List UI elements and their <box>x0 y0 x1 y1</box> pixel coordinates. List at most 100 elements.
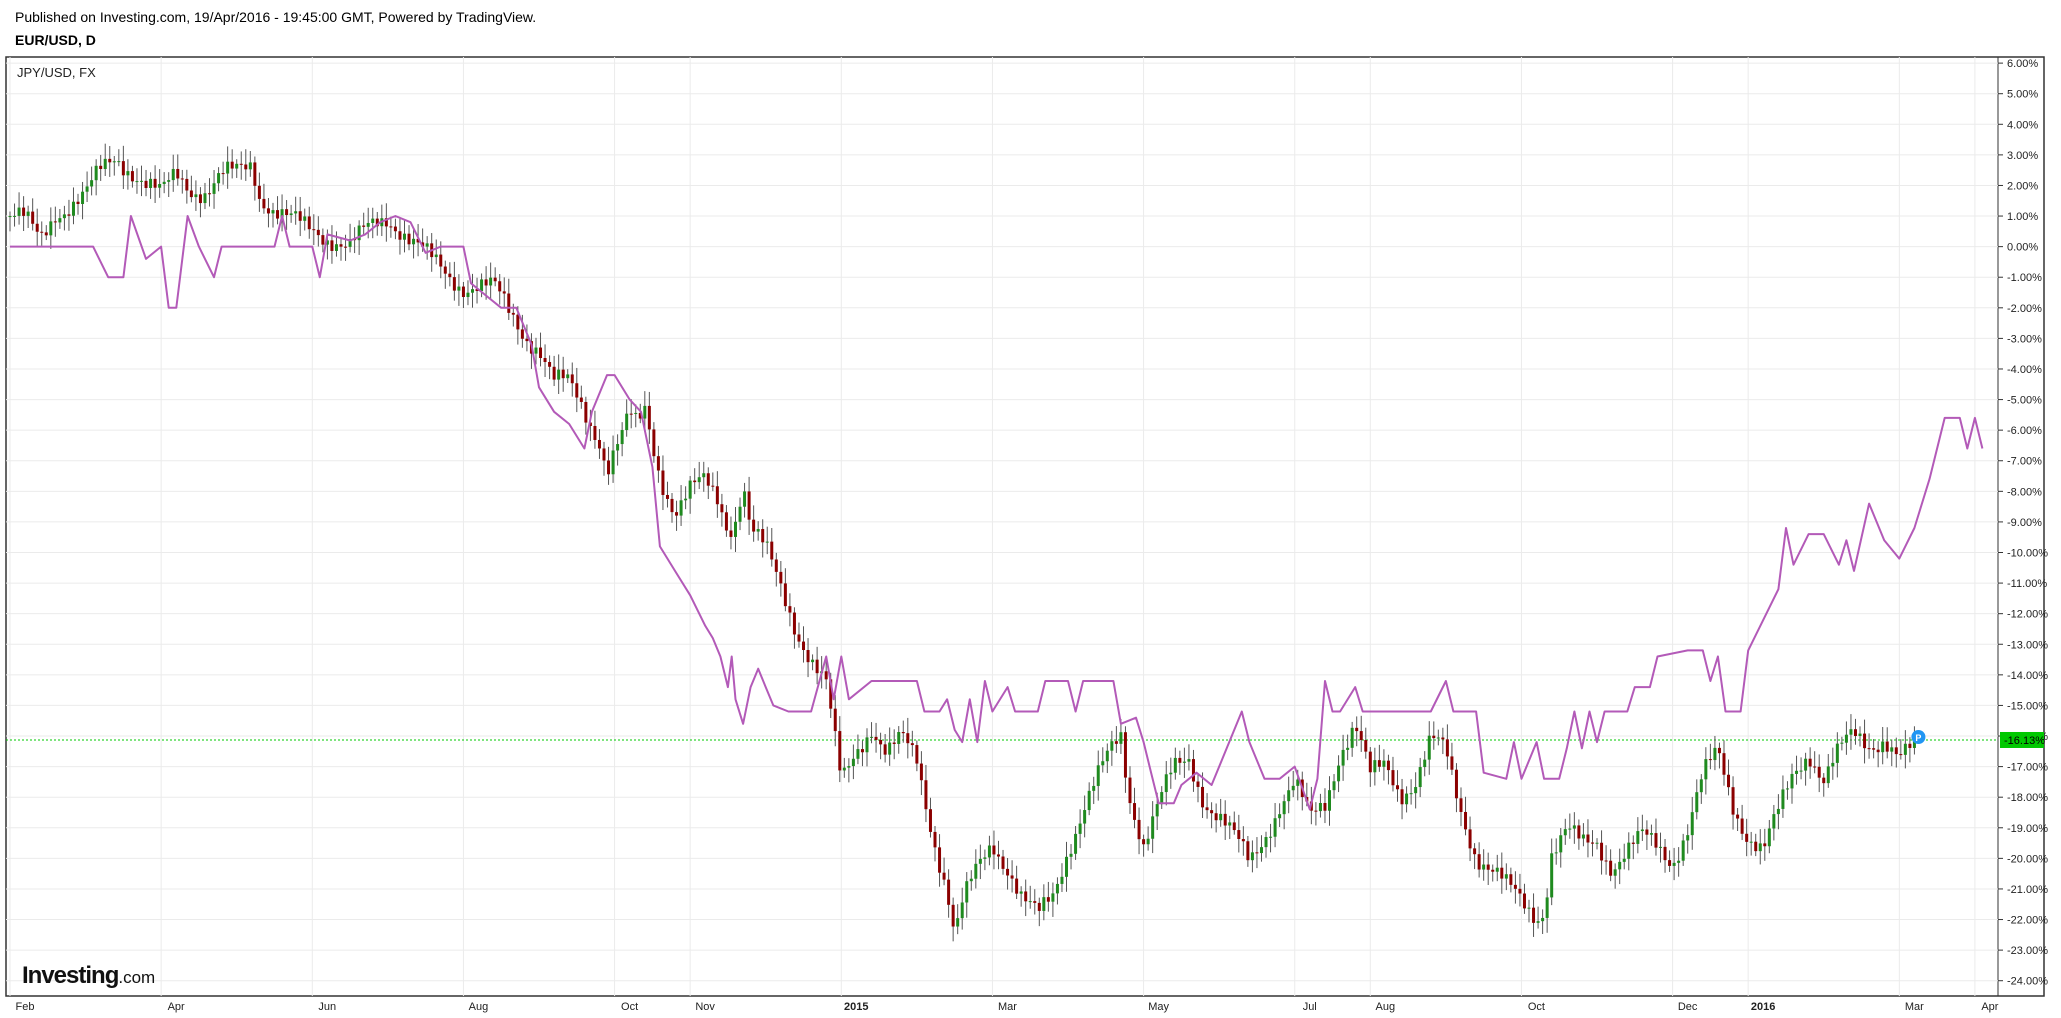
candle-up <box>1826 766 1830 784</box>
candle-down <box>656 456 660 471</box>
candle-down <box>307 216 311 230</box>
candle-up <box>1051 893 1055 902</box>
candle-up <box>466 292 470 298</box>
candle-down <box>1822 777 1826 784</box>
x-tick-label: May <box>1148 1001 1169 1013</box>
candle-down <box>511 312 515 315</box>
y-tick-label: -19.00% <box>2007 823 2048 835</box>
candle-up <box>811 659 815 663</box>
candle-down <box>924 780 928 810</box>
candle-down <box>1500 867 1504 879</box>
candle-down <box>951 904 955 927</box>
candle-up <box>1699 779 1703 793</box>
candle-up <box>1228 822 1232 826</box>
candle-down <box>860 749 864 753</box>
candle-up <box>557 369 561 380</box>
candle-down <box>1037 902 1041 911</box>
candle-up <box>1423 759 1427 768</box>
candle-down <box>802 641 806 651</box>
candle-down <box>67 214 71 216</box>
candle-down <box>552 366 556 380</box>
candle-up <box>1151 816 1155 839</box>
x-tick-label: Jun <box>318 1001 336 1013</box>
candle-down <box>40 231 44 233</box>
candle-up <box>684 498 688 501</box>
candle-down <box>1359 731 1363 741</box>
candle-down <box>507 293 511 313</box>
candle-up <box>534 347 538 354</box>
candle-down <box>1763 843 1767 847</box>
candle-down <box>384 218 388 227</box>
candle-down <box>1046 897 1050 902</box>
candle-up <box>1160 792 1164 805</box>
candle-down <box>493 277 497 282</box>
candle-down <box>570 374 574 384</box>
candle-down <box>144 180 148 188</box>
candle-down <box>1396 785 1400 790</box>
candle-up <box>1772 814 1776 829</box>
candle-down <box>1391 770 1395 786</box>
y-tick-label: -1.00% <box>2007 272 2042 284</box>
candle-up <box>1296 779 1300 786</box>
candle-up <box>1187 759 1191 762</box>
candle-down <box>938 847 942 873</box>
candle-down <box>806 650 810 663</box>
candle-down <box>1863 733 1867 749</box>
candle-up <box>49 221 53 236</box>
candle-up <box>103 158 107 170</box>
candle-down <box>198 194 202 204</box>
candle-down <box>1454 769 1458 799</box>
candle-up <box>1155 804 1159 817</box>
candle-down <box>344 246 348 248</box>
candle-up <box>1101 761 1105 766</box>
candle-down <box>1654 833 1658 848</box>
candle-up <box>1831 762 1835 767</box>
candle-down <box>461 286 465 298</box>
candle-down <box>257 185 261 199</box>
chart-frame <box>5 56 2045 997</box>
candle-down <box>520 329 524 339</box>
candle-down <box>1210 810 1214 814</box>
y-tick-label: -2.00% <box>2007 303 2042 315</box>
y-tick-label: -9.00% <box>2007 517 2042 529</box>
candle-up <box>480 279 484 291</box>
candle-up <box>1092 785 1096 791</box>
candle-down <box>783 583 787 607</box>
candle-down <box>1590 842 1594 844</box>
candle-down <box>1645 829 1649 835</box>
candle-up <box>1563 829 1567 836</box>
compare-line-jpyusd <box>10 215 1984 811</box>
y-tick-label: -12.00% <box>2007 609 2048 621</box>
candle-up <box>1264 837 1268 848</box>
candle-up <box>1337 765 1341 782</box>
candle-down <box>1355 727 1359 732</box>
candle-up <box>489 277 493 286</box>
candle-up <box>471 289 475 293</box>
x-tick-label: Mar <box>998 1001 1017 1013</box>
y-tick-label: -3.00% <box>2007 333 2042 345</box>
candle-down <box>1015 878 1019 894</box>
candle-down <box>1010 875 1014 879</box>
candle-up <box>1695 792 1699 813</box>
candle-down <box>779 571 783 584</box>
candle-down <box>1717 747 1721 754</box>
candle-down <box>715 486 719 505</box>
candle-up <box>888 742 892 755</box>
candle-down <box>1191 759 1195 782</box>
candle-up <box>1749 841 1753 843</box>
candle-down <box>312 229 316 231</box>
candle-up <box>620 430 624 445</box>
candle-down <box>1894 747 1898 755</box>
candle-down <box>1473 848 1477 855</box>
candle-up <box>1881 741 1885 753</box>
candle-down <box>1808 758 1812 767</box>
candle-up <box>1382 760 1386 767</box>
candle-down <box>439 254 443 267</box>
candle-up <box>203 193 207 204</box>
current-price-label: -16.13% <box>2004 735 2045 747</box>
candle-up <box>1182 761 1186 763</box>
y-tick-label: -14.00% <box>2007 670 2048 682</box>
candle-up <box>974 863 978 879</box>
candle-up <box>679 500 683 516</box>
